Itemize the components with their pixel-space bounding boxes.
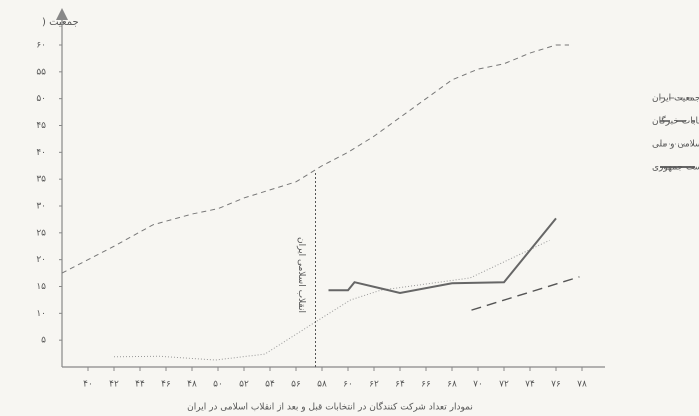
legend-label: انتخابات خبرگان: [652, 115, 699, 127]
x-tick-label: ۷۰: [473, 380, 483, 390]
series-line: [328, 217, 557, 294]
x-tick-label: ۴۸: [187, 380, 197, 390]
chart-title: جمعیت (: [42, 17, 79, 28]
y-tick-label: ۴۵: [36, 121, 46, 131]
x-tick-label: ۶۴: [395, 380, 405, 390]
x-tick-label: ۵۲: [239, 380, 249, 390]
x-tick-label: ۴۶: [161, 380, 171, 390]
y-tick-label: ۲۰: [36, 255, 46, 265]
x-tick-label: ۷۲: [499, 380, 509, 390]
y-tick-label: ۴۰: [36, 148, 46, 158]
x-tick-label: ۵۴: [265, 380, 275, 390]
x-tick-label: ۶۲: [369, 380, 379, 390]
legend-label: جمعیت ایران: [652, 94, 699, 104]
x-tick-label: ۶۸: [447, 380, 457, 390]
y-tick-label: ۵۵: [36, 67, 46, 77]
x-tick-label: ۵۸: [317, 380, 327, 390]
x-tick-label: ۵۰: [213, 380, 223, 390]
y-tick-label: ۱۰: [36, 309, 46, 319]
x-tick-label: ۴۴: [135, 380, 145, 390]
y-tick-label: ۳۰: [36, 202, 46, 212]
legend-label: انتخابات مجلس شورای اسلامی و ملی: [652, 140, 699, 150]
series-line: [471, 276, 580, 311]
x-tick-label: ۴۲: [109, 380, 119, 390]
x-tick-label: ۴۰: [83, 380, 93, 390]
x-tick-label: ۷۶: [551, 380, 561, 390]
x-tick-label: ۶۰: [343, 380, 353, 390]
annotation-text: انقلاب اسلامی ایران: [296, 237, 306, 313]
x-tick-label: ۷۸: [577, 380, 587, 390]
y-axis-arrow: [56, 8, 68, 20]
x-tick-label: ۵۶: [291, 380, 301, 390]
legend-label: انتخابات ریاست جمهوری: [652, 163, 699, 173]
caption: نمودار تعداد شرکت کنندگان در انتخابات قب…: [187, 401, 473, 413]
y-tick-label: ۳۵: [36, 175, 46, 185]
y-tick-label: ۵۰: [36, 94, 46, 104]
y-tick-label: ۵: [41, 336, 46, 346]
x-tick-label: ۶۶: [421, 380, 431, 390]
x-tick-label: ۷۴: [525, 380, 535, 390]
y-tick-label: ۲۵: [36, 228, 46, 238]
y-tick-label: ۶۰: [36, 41, 46, 51]
y-tick-label: ۱۵: [36, 282, 46, 292]
